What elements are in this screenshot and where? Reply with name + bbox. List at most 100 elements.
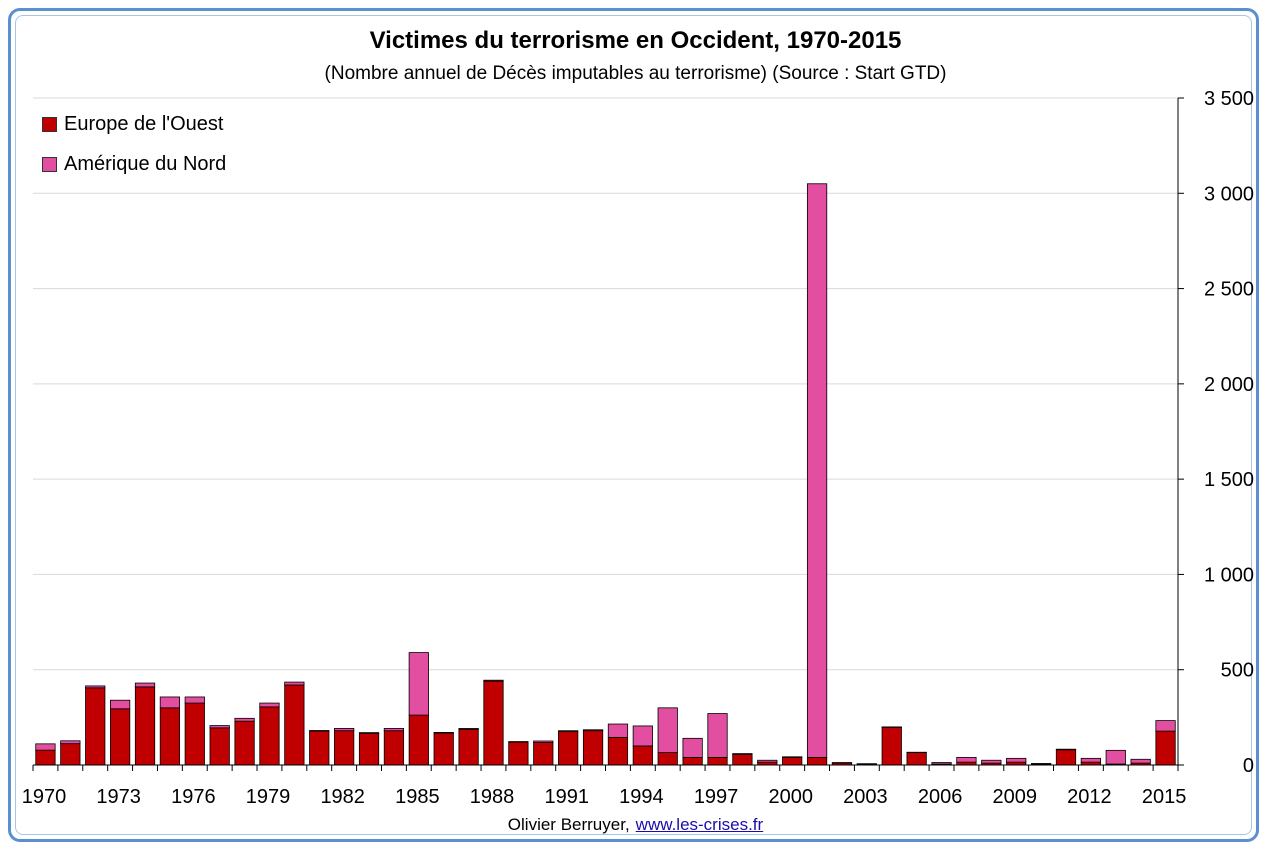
bar-europe bbox=[806, 756, 828, 766]
bar-europe bbox=[607, 736, 629, 766]
x-tick-label: 1988 bbox=[470, 786, 515, 808]
x-tick-label: 1991 bbox=[544, 786, 589, 808]
bar-europe bbox=[184, 702, 205, 766]
bar-europe bbox=[458, 728, 479, 766]
bar-amerique bbox=[732, 753, 753, 755]
bar-amerique bbox=[981, 759, 1002, 764]
chart-subtitle: (Nombre annuel de Décès imputables au te… bbox=[324, 63, 947, 84]
bar-amerique bbox=[1155, 720, 1176, 732]
x-tick-label: 1976 bbox=[171, 786, 216, 808]
bar-amerique bbox=[831, 762, 853, 764]
x-tick-label: 1979 bbox=[246, 786, 291, 808]
bar-amerique bbox=[607, 723, 629, 738]
y-tick-label: 2 000 bbox=[1204, 374, 1254, 396]
bar-europe bbox=[582, 730, 604, 766]
x-tick-label: 1982 bbox=[320, 786, 365, 808]
chart-title: Victimes du terrorisme en Occident, 1970… bbox=[369, 27, 902, 54]
source-line: Olivier Berruyer, www.les-crises.fr bbox=[0, 815, 1271, 835]
bar-amerique bbox=[682, 737, 703, 758]
x-tick-label: 1985 bbox=[395, 786, 440, 808]
bar-europe bbox=[433, 732, 454, 766]
bar-amerique bbox=[284, 681, 305, 686]
bar-europe bbox=[309, 730, 330, 766]
x-tick-label: 2009 bbox=[993, 786, 1038, 808]
bar-europe bbox=[35, 749, 56, 766]
y-tick-label: 3 500 bbox=[1204, 88, 1254, 110]
bar-amerique bbox=[85, 685, 106, 689]
y-tick-label: 0 bbox=[1243, 755, 1254, 777]
bar-europe bbox=[508, 741, 529, 766]
bar-europe bbox=[558, 731, 579, 766]
bar-europe bbox=[134, 686, 156, 766]
bar-amerique bbox=[134, 682, 156, 688]
bar-amerique bbox=[533, 740, 554, 743]
legend-swatch-amerique bbox=[42, 156, 57, 172]
bar-europe bbox=[259, 706, 280, 766]
bar-europe bbox=[334, 730, 355, 766]
x-tick-label: 1973 bbox=[96, 786, 141, 808]
bar-europe bbox=[383, 730, 405, 766]
bar-amerique bbox=[60, 740, 81, 745]
x-tick-label: 1994 bbox=[619, 786, 664, 808]
bar-amerique bbox=[707, 713, 728, 758]
y-tick-label: 2 500 bbox=[1204, 279, 1254, 301]
bar-europe bbox=[358, 733, 380, 766]
bar-europe bbox=[682, 756, 703, 766]
bar-europe bbox=[707, 756, 728, 766]
bar-amerique bbox=[408, 652, 429, 716]
bar-amerique bbox=[558, 730, 579, 733]
y-tick-label: 3 000 bbox=[1204, 183, 1254, 205]
legend-label-amerique: Amérique du Nord bbox=[64, 152, 227, 175]
bar-amerique bbox=[483, 679, 504, 682]
bar-europe bbox=[284, 684, 305, 766]
bar-europe bbox=[60, 743, 81, 766]
legend-label-europe: Europe de l'Ouest bbox=[64, 112, 224, 135]
bar-europe bbox=[732, 754, 753, 766]
bar-amerique bbox=[358, 732, 380, 734]
y-tick-label: 500 bbox=[1221, 660, 1254, 682]
bar-europe bbox=[1055, 749, 1077, 766]
bar-amerique bbox=[259, 702, 280, 708]
bar-amerique bbox=[757, 759, 778, 763]
bar-europe bbox=[881, 726, 902, 766]
source-author: Olivier Berruyer, bbox=[507, 815, 630, 834]
bar-amerique bbox=[956, 756, 977, 763]
bar-amerique bbox=[1006, 757, 1027, 763]
chart-frame-inner bbox=[15, 15, 1252, 835]
y-tick-label: 1 500 bbox=[1204, 469, 1254, 491]
bar-europe bbox=[533, 742, 554, 766]
bar-europe bbox=[408, 714, 429, 766]
legend-item-europe: Europe de l'Ouest bbox=[42, 104, 226, 144]
x-tick-label: 2015 bbox=[1142, 786, 1187, 808]
source-link[interactable]: www.les-crises.fr bbox=[635, 815, 764, 834]
chart-frame bbox=[8, 8, 1259, 842]
bar-europe bbox=[159, 707, 181, 766]
bar-amerique bbox=[1130, 758, 1151, 764]
x-tick-label: 2006 bbox=[918, 786, 963, 808]
bar-amerique bbox=[582, 729, 604, 732]
bar-europe bbox=[657, 752, 678, 766]
y-tick-label: 1 000 bbox=[1204, 564, 1254, 586]
legend-swatch-europe bbox=[42, 116, 57, 132]
bar-amerique bbox=[458, 728, 479, 730]
bar-europe bbox=[483, 680, 504, 766]
bar-amerique bbox=[433, 732, 454, 734]
bar-amerique bbox=[334, 728, 355, 732]
bar-amerique bbox=[806, 183, 828, 758]
bar-amerique bbox=[1030, 763, 1052, 765]
bar-amerique bbox=[383, 728, 405, 732]
bar-amerique bbox=[234, 717, 255, 722]
legend: Europe de l'Ouest Amérique du Nord bbox=[42, 104, 226, 184]
bar-amerique bbox=[209, 725, 230, 729]
bar-amerique bbox=[1105, 749, 1126, 765]
bar-amerique bbox=[159, 696, 181, 709]
bar-europe bbox=[1155, 730, 1176, 766]
bar-amerique bbox=[931, 762, 952, 765]
bar-amerique bbox=[782, 756, 803, 758]
bar-amerique bbox=[657, 707, 678, 754]
bar-amerique bbox=[1055, 748, 1077, 751]
legend-item-amerique: Amérique du Nord bbox=[42, 144, 226, 184]
bar-amerique bbox=[309, 730, 330, 732]
bar-amerique bbox=[632, 725, 653, 747]
